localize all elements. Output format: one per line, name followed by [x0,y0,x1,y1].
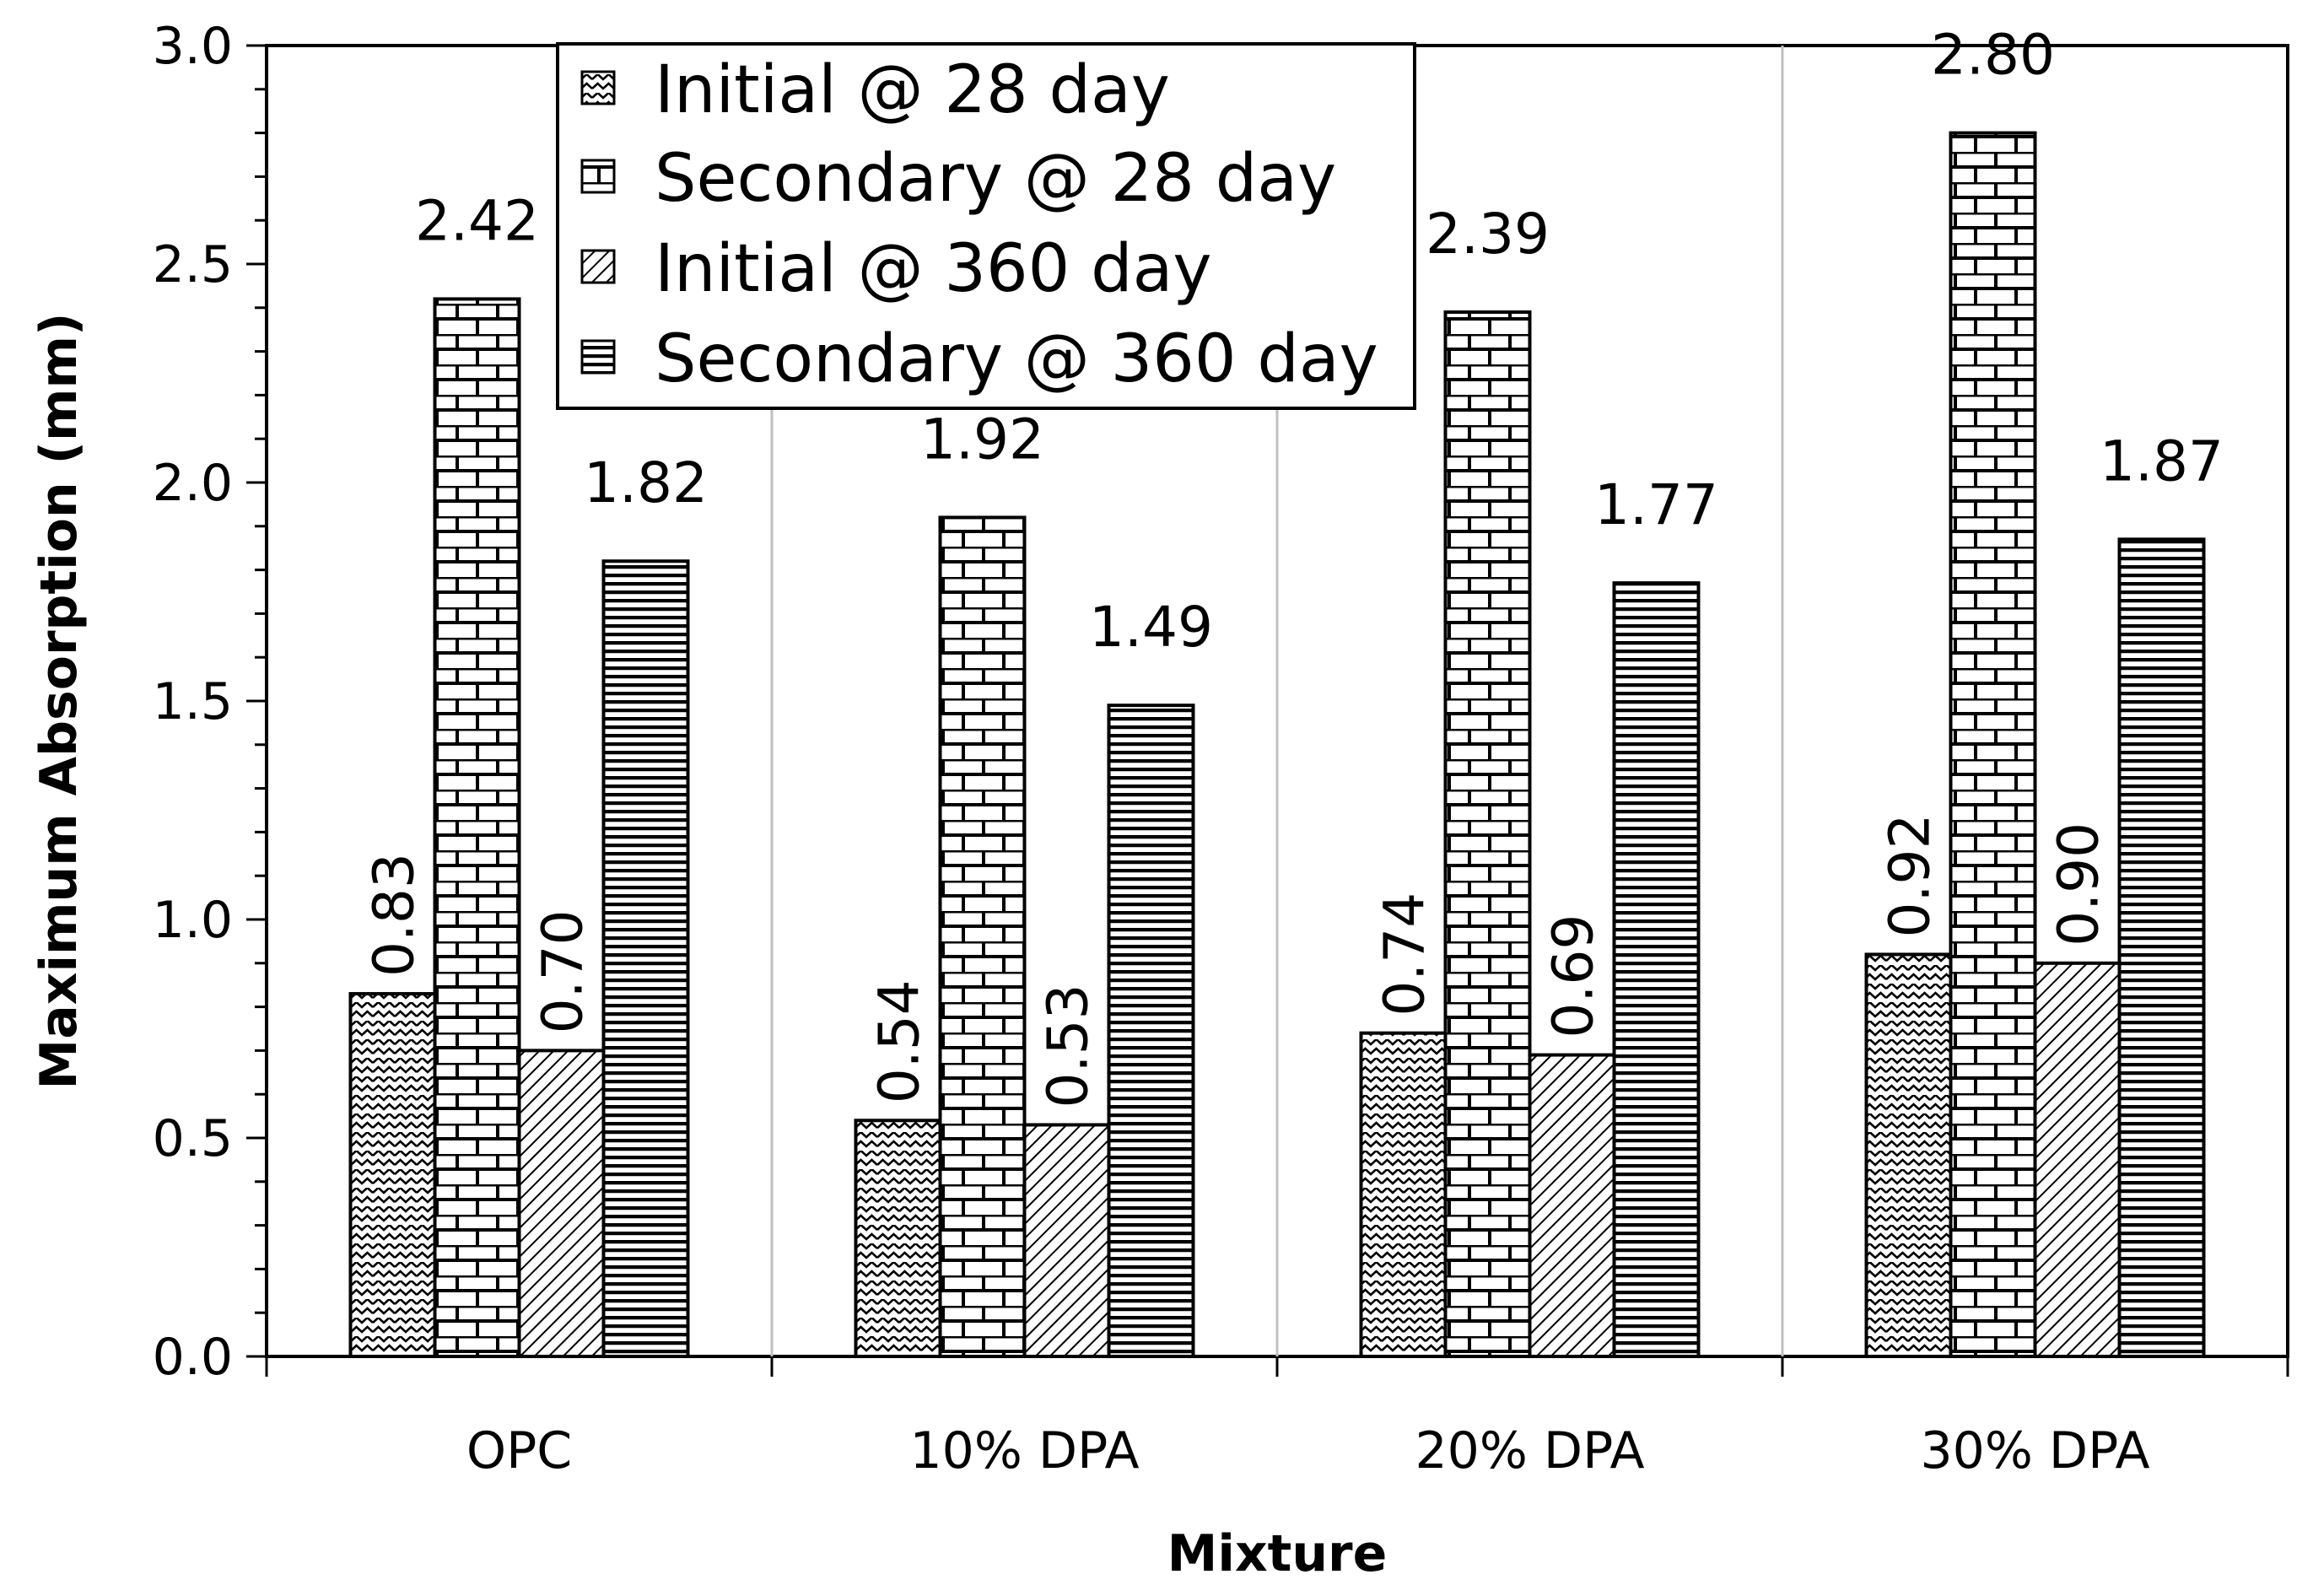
data-label: 0.70 [531,909,596,1033]
bar [433,297,521,1359]
legend-item-secondary-360: Secondary @ 360 day [580,321,1378,397]
data-label: 1.82 [584,450,708,515]
x-tick-label: 30% DPA [1920,1421,2149,1480]
x-tick-label: 10% DPA [909,1421,1139,1480]
data-label: 0.54 [867,979,932,1103]
legend-label: Secondary @ 28 day [655,141,1336,217]
bar [348,992,437,1359]
bar [1359,1031,1448,1359]
legend-swatch-brick-icon [580,159,616,194]
legend-swatch-stripes-icon [580,339,616,375]
legend-item-secondary-28: Secondary @ 28 day [580,141,1336,217]
data-label: 0.83 [362,853,427,977]
x-tick-label: OPC [466,1421,572,1480]
bar [1107,704,1195,1358]
legend-label: Secondary @ 360 day [655,321,1378,397]
legend-label: Initial @ 28 day [655,52,1170,128]
bar [1022,1123,1111,1358]
legend: Initial @ 28 day Secondary @ 28 day Init… [556,42,1416,410]
legend-label: Initial @ 360 day [655,231,1212,307]
y-tick-label: 0.5 [153,1109,233,1168]
data-label: 0.53 [1036,984,1101,1108]
legend-item-initial-360: Initial @ 360 day [580,231,1212,307]
bar [854,1119,942,1359]
bar [517,1049,606,1359]
legend-item-initial-28: Initial @ 28 day [580,52,1170,128]
bar [1443,310,1532,1359]
bar [938,515,1027,1358]
data-label: 0.90 [2046,822,2111,946]
x-tick-label: 20% DPA [1415,1421,1644,1480]
x-axis: OPC 10% DPA 20% DPA 30% DPA [265,1356,2289,1480]
legend-box [556,42,1416,410]
bar [1864,952,1953,1358]
bar [1612,581,1701,1358]
bars [348,131,2206,1359]
data-label: 2.42 [415,188,539,253]
data-label: 0.74 [1372,892,1437,1016]
y-axis: 0.0 0.5 1.0 1.5 2.0 2.5 3.0 [153,17,267,1387]
data-label: 1.92 [920,407,1044,472]
bar [1949,131,2037,1359]
x-axis-title: Mixture [1167,1524,1388,1583]
data-labels: 0.83 2.42 0.70 1.82 0.54 1.92 0.53 1.49 0.74 2.39… [362,23,2224,1108]
bar [2033,961,2122,1359]
y-tick-label: 2.5 [153,235,233,294]
y-axis-title: Maximum Absorption (mm) [30,313,89,1090]
bar [1528,1053,1616,1358]
data-label: 1.49 [1089,595,1213,660]
bar [2117,537,2206,1358]
y-tick-label: 2.0 [153,454,233,513]
data-label: 1.77 [1594,472,1718,537]
legend-swatch-diagonal-icon [580,249,616,284]
y-tick-label: 3.0 [153,17,233,76]
y-tick-label: 1.0 [153,891,233,950]
y-tick-label: 0.0 [153,1328,233,1387]
y-tick-label: 1.5 [153,672,233,731]
data-label: 0.92 [1878,813,1943,937]
data-label: 0.69 [1541,914,1606,1038]
data-label: 2.39 [1426,202,1550,267]
data-label: 2.80 [1931,23,2055,88]
legend-swatch-wave-icon [580,70,616,105]
data-label: 1.87 [2100,429,2224,493]
bar [601,559,690,1358]
